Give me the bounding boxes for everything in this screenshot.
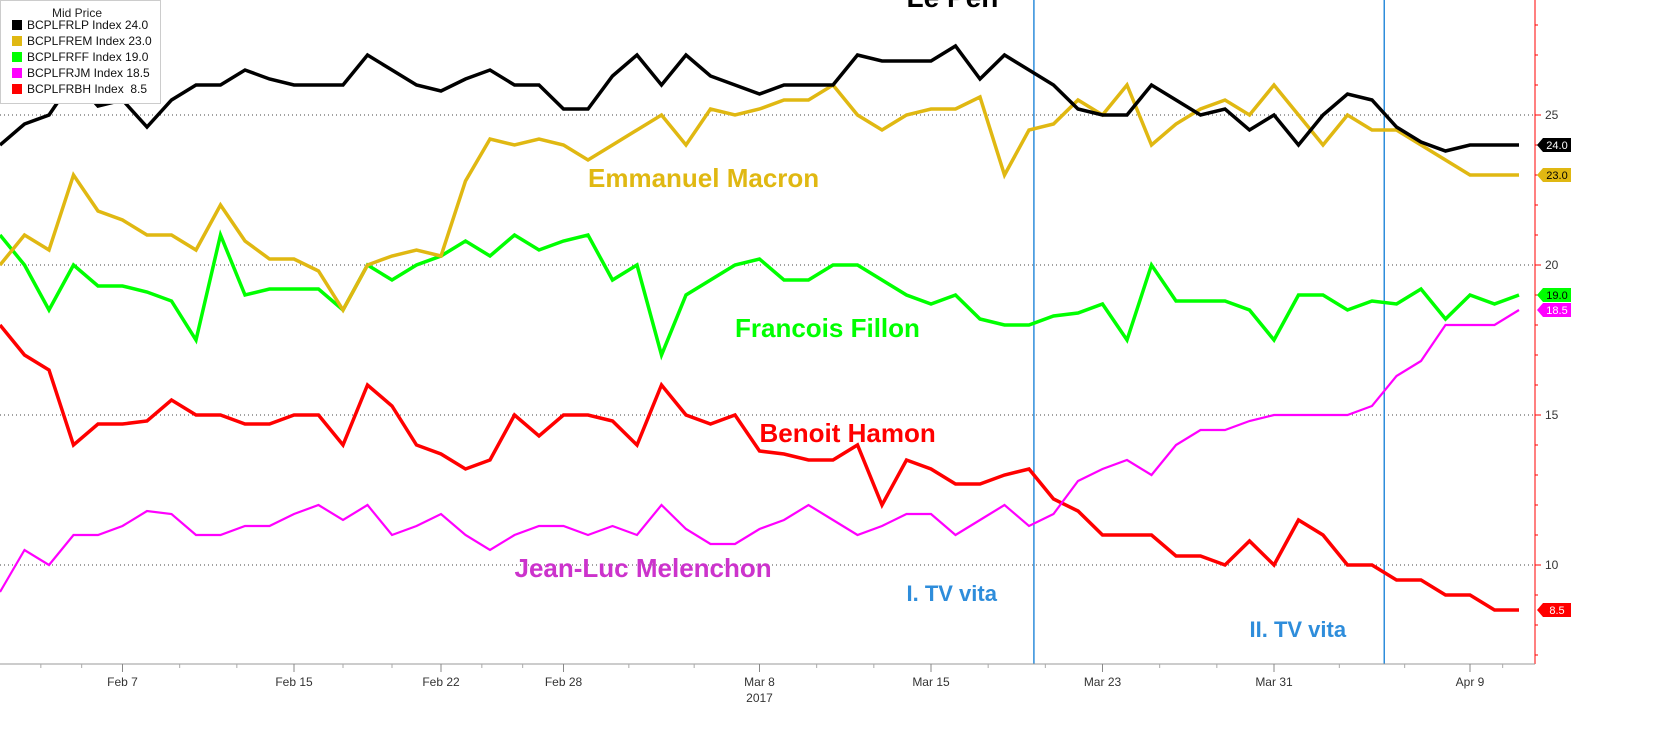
annotation-label: II. TV vita <box>1250 617 1347 642</box>
legend-swatch <box>12 84 22 94</box>
y-tick-label: 10 <box>1545 558 1559 572</box>
annotation-label: Jean-Luc Melenchon <box>515 553 772 583</box>
legend-entry: BCPLFRFF Index 19.0 <box>27 50 149 64</box>
series-line-francois-fillon <box>0 229 1520 361</box>
legend-swatch <box>12 36 22 46</box>
series-lines <box>0 43 1520 612</box>
series-line-emmanuel-macron <box>0 81 1519 314</box>
series-line-le-pen <box>0 43 1519 153</box>
last-value-label: 8.5 <box>1537 603 1571 617</box>
legend-entry: BCPLFRJM Index 18.5 <box>27 66 150 80</box>
last-value-label: 23.0 <box>1537 168 1571 182</box>
legend-box <box>0 0 161 104</box>
annotation-label: Le Pen <box>907 0 999 13</box>
last-value-label: 18.5 <box>1537 303 1571 317</box>
legend-swatch <box>12 68 22 78</box>
legend-entry: BCPLFRBH Index 8.5 <box>27 82 147 96</box>
annotation-label: Emmanuel Macron <box>588 163 819 193</box>
event-lines <box>1033 0 1385 664</box>
last-value-label-box <box>1537 303 1571 317</box>
series-annotations: Le Pen Emmanuel Macron Francois Fillon Beno… <box>515 0 1347 642</box>
last-value-label-box <box>1537 168 1571 182</box>
legend-title: Mid Price <box>52 6 102 20</box>
x-tick-label: Mar 31 <box>1255 675 1293 689</box>
y-tick-label: 25 <box>1545 108 1559 122</box>
legend-entry: BCPLFRLP Index 24.0 <box>27 18 149 32</box>
series-line-benoit-hamon <box>0 323 1519 612</box>
last-value-label-text: 18.5 <box>1546 305 1567 317</box>
last-value-label-text: 23.0 <box>1546 170 1567 182</box>
x-tick-label: Mar 15 <box>912 675 950 689</box>
last-value-labels: 24.0 23.0 19.0 18.5 8.5 <box>1537 138 1571 617</box>
legend-swatch <box>12 52 22 62</box>
last-value-label-box <box>1537 603 1571 617</box>
legend-swatch <box>12 20 22 30</box>
last-value-label-text: 24.0 <box>1546 140 1567 152</box>
last-value-label: 24.0 <box>1537 138 1571 152</box>
annotation-label: I. TV vita <box>907 581 998 606</box>
last-value-label-text: 8.5 <box>1549 605 1564 617</box>
y-tick-label: 15 <box>1545 408 1559 422</box>
x-tick-label: Feb 28 <box>545 675 583 689</box>
series-line-jean-luc-melenchon <box>0 309 1520 593</box>
last-value-label-text: 19.0 <box>1546 290 1567 302</box>
y-tick-label: 20 <box>1545 258 1559 272</box>
last-value-label: 19.0 <box>1537 288 1571 302</box>
last-value-label-box <box>1537 138 1571 152</box>
annotation-label: Benoit Hamon <box>760 418 936 448</box>
axes: 10 15 20 25 Feb 7 Feb 15 Feb 22 Feb 28 Mar 8 Mar … <box>0 0 1559 705</box>
last-value-label-box <box>1537 288 1571 302</box>
x-tick-label: Feb 15 <box>275 675 313 689</box>
x-tick-label: Feb 22 <box>422 675 460 689</box>
legend-entry: BCPLFREM Index 23.0 <box>27 34 152 48</box>
annotation-label: Francois Fillon <box>735 313 920 343</box>
x-tick-label: Mar 8 <box>744 675 775 689</box>
x-tick-label: Mar 23 <box>1084 675 1122 689</box>
x-tick-label: Feb 7 <box>107 675 138 689</box>
x-tick-label: Apr 9 <box>1456 675 1485 689</box>
x-year-label: 2017 <box>746 691 773 705</box>
